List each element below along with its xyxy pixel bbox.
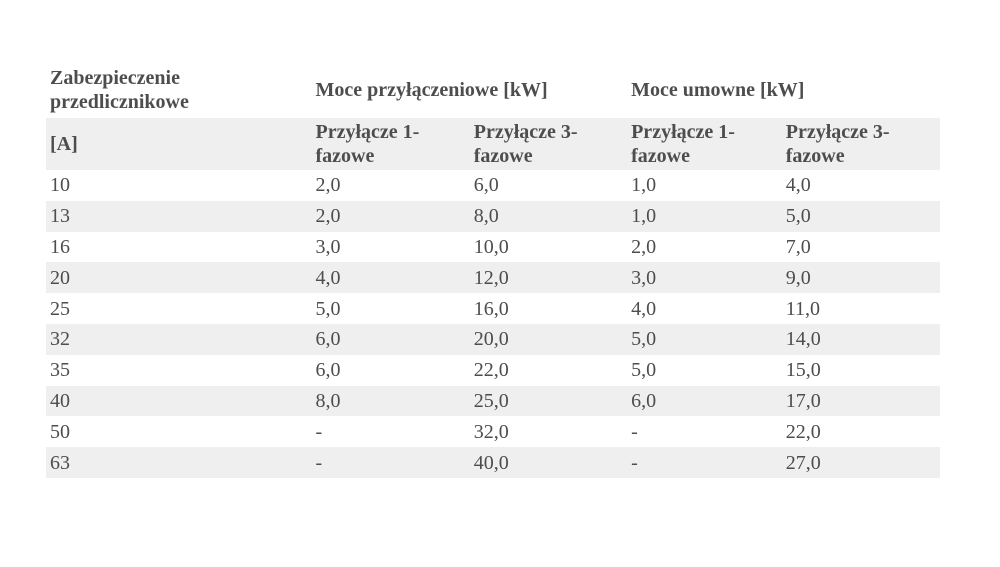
- cell-connection-1phase: -: [311, 416, 470, 448]
- table-row: 63 - 40,0 - 27,0: [46, 447, 940, 478]
- cell-fuse-rating: 25: [46, 293, 312, 324]
- cell-fuse-rating: 16: [46, 231, 312, 263]
- table-row: 10 2,0 6,0 1,0 4,0: [46, 170, 940, 201]
- cell-connection-1phase: -: [311, 447, 470, 478]
- cell-connection-3phase: 40,0: [469, 447, 628, 478]
- cell-fuse-rating: 40: [46, 385, 312, 417]
- table-row: 25 5,0 16,0 4,0 11,0: [46, 293, 940, 324]
- header-connection-3phase: Przyłącze 3-fazowe: [469, 118, 628, 170]
- header-connection-1phase: Przyłącze 1-fazowe: [311, 118, 470, 170]
- table-row: 13 2,0 8,0 1,0 5,0: [46, 200, 940, 232]
- cell-fuse-rating: 13: [46, 200, 312, 232]
- cell-contracted-3phase: 27,0: [781, 447, 940, 478]
- cell-connection-1phase: 5,0: [311, 293, 470, 324]
- table-row: 35 6,0 22,0 5,0 15,0: [46, 354, 940, 386]
- cell-connection-3phase: 6,0: [469, 170, 628, 201]
- cell-contracted-1phase: -: [627, 447, 782, 478]
- cell-contracted-3phase: 17,0: [781, 385, 940, 417]
- cell-contracted-3phase: 14,0: [781, 323, 940, 355]
- cell-connection-3phase: 22,0: [469, 354, 628, 386]
- cell-contracted-1phase: 3,0: [627, 262, 782, 294]
- header-contracted-3phase: Przyłącze 3-fazowe: [781, 118, 940, 170]
- header-connection-power-group: Moce przyłączeniowe [kW]: [311, 62, 628, 118]
- table-row: 16 3,0 10,0 2,0 7,0: [46, 231, 940, 263]
- cell-contracted-1phase: 2,0: [627, 231, 782, 263]
- cell-contracted-1phase: -: [627, 416, 782, 448]
- cell-fuse-rating: 32: [46, 323, 312, 355]
- cell-contracted-1phase: 6,0: [627, 385, 782, 417]
- header-contracted-1phase: Przyłącze 1-fazowe: [627, 118, 782, 170]
- cell-connection-1phase: 6,0: [311, 354, 470, 386]
- cell-connection-1phase: 2,0: [311, 170, 470, 201]
- table-row: 50 - 32,0 - 22,0: [46, 416, 940, 448]
- cell-contracted-1phase: 5,0: [627, 323, 782, 355]
- cell-contracted-3phase: 9,0: [781, 262, 940, 294]
- cell-connection-1phase: 2,0: [311, 200, 470, 232]
- cell-connection-3phase: 10,0: [469, 231, 628, 263]
- cell-fuse-rating: 50: [46, 416, 312, 448]
- cell-connection-1phase: 4,0: [311, 262, 470, 294]
- cell-fuse-rating: 63: [46, 447, 312, 478]
- cell-fuse-rating: 10: [46, 170, 312, 201]
- cell-contracted-3phase: 4,0: [781, 170, 940, 201]
- header-contracted-power-group: Moce umowne [kW]: [627, 62, 940, 118]
- cell-fuse-rating: 35: [46, 354, 312, 386]
- table-row: 40 8,0 25,0 6,0 17,0: [46, 385, 940, 417]
- cell-connection-3phase: 8,0: [469, 200, 628, 232]
- cell-connection-3phase: 25,0: [469, 385, 628, 417]
- cell-contracted-3phase: 7,0: [781, 231, 940, 263]
- cell-fuse-rating: 20: [46, 262, 312, 294]
- table-row: 32 6,0 20,0 5,0 14,0: [46, 323, 940, 355]
- cell-contracted-3phase: 5,0: [781, 200, 940, 232]
- cell-connection-3phase: 12,0: [469, 262, 628, 294]
- header-row-groups: Zabezpieczenie przedlicznikowe Moce przy…: [46, 62, 940, 118]
- cell-contracted-3phase: 22,0: [781, 416, 940, 448]
- cell-connection-1phase: 8,0: [311, 385, 470, 417]
- table-row: 20 4,0 12,0 3,0 9,0: [46, 262, 940, 294]
- power-limits-table: Zabezpieczenie przedlicznikowe Moce przy…: [46, 62, 940, 478]
- cell-connection-3phase: 32,0: [469, 416, 628, 448]
- cell-connection-1phase: 3,0: [311, 231, 470, 263]
- cell-connection-3phase: 20,0: [469, 323, 628, 355]
- cell-connection-3phase: 16,0: [469, 293, 628, 324]
- cell-contracted-1phase: 4,0: [627, 293, 782, 324]
- header-fuse-unit: [A]: [46, 118, 312, 170]
- cell-connection-1phase: 6,0: [311, 323, 470, 355]
- cell-contracted-3phase: 15,0: [781, 354, 940, 386]
- header-fuse-title: Zabezpieczenie przedlicznikowe: [46, 62, 312, 118]
- cell-contracted-1phase: 5,0: [627, 354, 782, 386]
- cell-contracted-1phase: 1,0: [627, 200, 782, 232]
- cell-contracted-1phase: 1,0: [627, 170, 782, 201]
- cell-contracted-3phase: 11,0: [781, 293, 940, 324]
- header-row-subcolumns: [A] Przyłącze 1-fazowe Przyłącze 3-fazow…: [46, 118, 940, 170]
